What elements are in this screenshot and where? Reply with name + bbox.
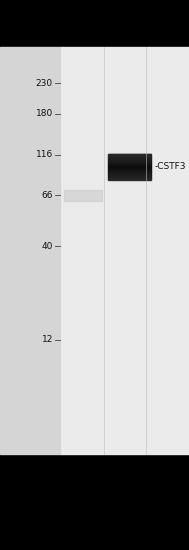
Bar xyxy=(108,164,151,165)
Bar xyxy=(108,177,151,178)
Bar xyxy=(108,178,151,179)
Bar xyxy=(108,159,151,160)
Bar xyxy=(108,171,151,172)
Text: 230: 230 xyxy=(36,79,53,88)
Text: 12: 12 xyxy=(42,336,53,344)
Bar xyxy=(60,47,189,454)
Bar xyxy=(64,190,102,201)
Bar xyxy=(108,155,151,156)
Bar xyxy=(108,175,151,177)
Text: -CSTF3: -CSTF3 xyxy=(155,162,187,171)
Text: 40: 40 xyxy=(42,241,53,251)
Bar xyxy=(108,163,151,164)
Text: 66: 66 xyxy=(41,191,53,200)
Bar xyxy=(108,179,151,180)
Bar xyxy=(108,162,151,163)
Bar xyxy=(108,173,151,174)
Bar xyxy=(108,168,151,169)
Text: 180: 180 xyxy=(36,109,53,118)
Bar xyxy=(0,47,60,454)
Bar xyxy=(108,160,151,161)
Bar xyxy=(108,158,151,159)
Bar xyxy=(108,156,151,157)
Text: 116: 116 xyxy=(36,150,53,159)
Bar xyxy=(108,170,151,171)
Bar xyxy=(108,161,151,162)
Bar xyxy=(108,169,151,170)
Bar xyxy=(108,166,151,167)
Bar xyxy=(108,157,151,158)
Bar xyxy=(108,153,151,155)
Bar xyxy=(108,165,151,166)
Bar xyxy=(108,174,151,175)
Bar xyxy=(108,167,151,168)
Bar xyxy=(108,172,151,173)
